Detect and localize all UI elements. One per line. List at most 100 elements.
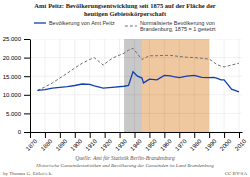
y-tick: 5.000	[6, 111, 30, 117]
x-tick: 1940	[129, 132, 143, 152]
y-tick-label: 10.000	[3, 92, 22, 98]
x-tick-mark	[45, 132, 46, 138]
title-line: heutigen Gebietskörperschaft	[84, 10, 167, 17]
legend-label-line: Brandenburg, 1875 = 1 gesetzt	[140, 26, 216, 32]
x-tick-mark	[30, 132, 31, 138]
legend-label-line: Bevölkerung von Amt Peitz	[49, 20, 115, 26]
grid-line-x	[239, 39, 240, 132]
y-tick-label: 0	[18, 129, 22, 135]
y-tick-mark	[24, 76, 30, 77]
title-line: Amt Peitz: Bevölkerungsentwicklung seit …	[34, 2, 216, 9]
legend-entry: Normalisierte Bevölkerung vonBrandenburg…	[125, 20, 216, 32]
annotation: by Thomas G. Eifler/e.k.	[3, 171, 53, 176]
x-axis: 1870188018901900191019201930194019501960…	[25, 132, 248, 152]
x-tick-mark	[105, 132, 106, 138]
annotation: Historische Gemeindestatistiken und Bevö…	[35, 163, 214, 168]
y-tick-mark	[24, 58, 30, 59]
annotation: CC BY-SA	[225, 171, 248, 176]
y-tick: 25.000	[3, 36, 30, 42]
series-line	[37, 72, 239, 92]
grid-line-x	[44, 39, 45, 132]
legend: Bevölkerung von Amt Peitz Normalisierte B…	[34, 20, 216, 32]
y-tick: 10.000	[3, 92, 30, 98]
period-span	[142, 39, 209, 132]
grid	[30, 39, 242, 132]
x-tick: 1950	[144, 132, 158, 152]
x-tick-label: 1940	[129, 138, 143, 152]
x-tick-mark	[90, 132, 91, 138]
legend-label: Normalisierte Bevölkerung vonBrandenburg…	[140, 20, 216, 32]
grid-line-x	[179, 39, 180, 132]
x-tick: 1970	[174, 132, 188, 152]
chart: Amt Peitz: Bevölkerungsentwicklung seit …	[0, 0, 250, 177]
grid-line-x	[30, 39, 31, 132]
x-tick-label: 1890	[55, 138, 69, 152]
grid-line-x	[224, 39, 225, 132]
x-tick-mark	[60, 132, 61, 138]
x-tick-mark	[135, 132, 136, 138]
x-tick-label: 2000	[219, 138, 233, 152]
x-tick-mark	[164, 132, 165, 138]
x-tick-mark	[194, 132, 195, 138]
x-tick-label: 1920	[99, 138, 113, 152]
x-tick-label: 1950	[144, 138, 158, 152]
title: Amt Peitz: Bevölkerungsentwicklung seit …	[34, 2, 216, 17]
grid-line-x	[164, 39, 165, 132]
grid-line-x	[104, 39, 105, 132]
grid-line-x	[149, 39, 150, 132]
y-tick-mark	[24, 95, 30, 96]
plot: 1870188018901900191019201930194019501960…	[3, 36, 248, 151]
grid-line-y	[30, 57, 242, 58]
grid-line-x	[89, 39, 90, 132]
y-tick: 0	[18, 129, 30, 135]
grid-line-x	[59, 39, 60, 132]
x-tick-label: 1960	[159, 138, 173, 152]
x-tick-label: 1910	[84, 138, 98, 152]
grid-line-y	[30, 132, 242, 133]
x-tick: 1870	[25, 132, 39, 152]
x-tick-mark	[149, 132, 150, 138]
legend-swatch	[34, 22, 46, 23]
x-tick: 1930	[114, 132, 128, 152]
x-tick: 1880	[40, 132, 54, 152]
x-tick-label: 1990	[204, 138, 218, 152]
y-tick: 20.000	[3, 55, 30, 61]
x-tick: 2000	[219, 132, 233, 152]
x-tick: 1910	[84, 132, 98, 152]
legend-entry: Bevölkerung von Amt Peitz	[34, 20, 115, 26]
x-tick: 1980	[189, 132, 203, 152]
annotation: Quelle: Amt für Statistik Berlin-Branden…	[75, 155, 175, 161]
legend-swatch	[125, 26, 137, 27]
grid-line-y	[30, 76, 242, 77]
x-tick: 1920	[99, 132, 113, 152]
x-tick-label: 1880	[40, 138, 54, 152]
x-tick-mark	[209, 132, 210, 138]
y-tick-label: 15.000	[3, 74, 22, 80]
grid-line-x	[209, 39, 210, 132]
grid-line-x	[134, 39, 135, 132]
y-tick-mark	[24, 132, 30, 133]
x-tick-label: 1980	[189, 138, 203, 152]
x-tick: 2010	[234, 132, 248, 152]
x-axis-line	[31, 132, 243, 133]
x-tick-mark	[224, 132, 225, 138]
x-tick-mark	[120, 132, 121, 138]
x-tick: 1900	[70, 132, 84, 152]
y-tick-label: 25.000	[3, 36, 22, 42]
grid-line-x	[194, 39, 195, 132]
x-tick-mark	[179, 132, 180, 138]
y-axis-line	[30, 40, 31, 133]
plot-area	[30, 39, 242, 132]
series-line	[37, 48, 239, 90]
x-tick-mark	[239, 132, 240, 138]
grid-line-x	[119, 39, 120, 132]
y-tick-label: 20.000	[3, 55, 22, 61]
y-tick-mark	[24, 113, 30, 114]
grid-line-y	[30, 39, 242, 40]
y-tick-mark	[24, 39, 30, 40]
x-tick-label: 1900	[70, 138, 84, 152]
grid-line-y	[30, 113, 242, 114]
x-tick-label: 1930	[114, 138, 128, 152]
x-tick-mark	[75, 132, 76, 138]
y-tick: 15.000	[3, 74, 30, 80]
